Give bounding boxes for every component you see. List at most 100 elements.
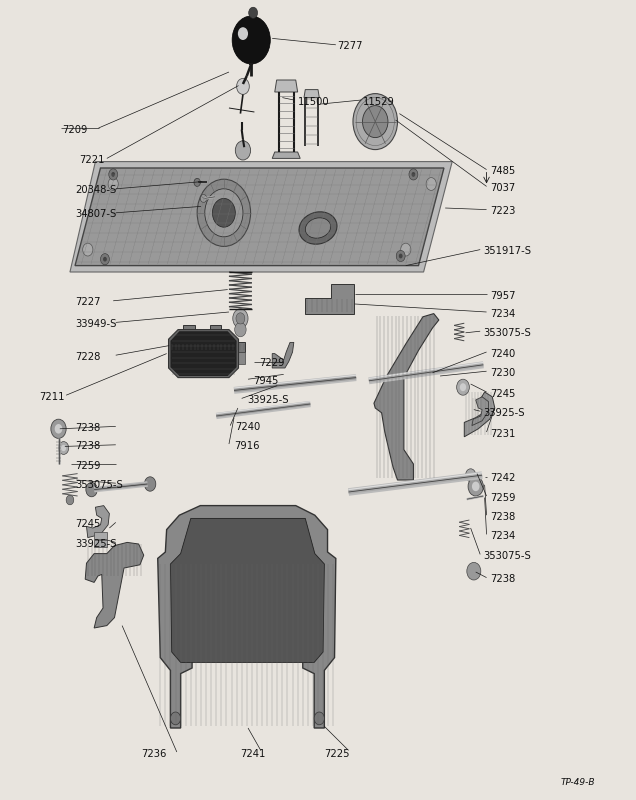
Polygon shape [234, 352, 245, 364]
Polygon shape [94, 532, 107, 539]
Circle shape [466, 469, 476, 482]
Circle shape [238, 27, 248, 40]
Circle shape [109, 169, 118, 180]
Circle shape [235, 141, 251, 160]
Circle shape [426, 178, 436, 190]
Polygon shape [85, 542, 144, 628]
Text: 7231: 7231 [490, 429, 515, 438]
Circle shape [314, 712, 324, 725]
Circle shape [249, 7, 258, 18]
Text: 353075-S: 353075-S [483, 328, 531, 338]
Circle shape [460, 383, 466, 391]
Circle shape [194, 178, 200, 186]
Polygon shape [374, 314, 439, 480]
Text: 7227: 7227 [75, 298, 100, 307]
Circle shape [200, 194, 207, 202]
Text: 7916: 7916 [234, 441, 259, 450]
Text: 7945: 7945 [253, 376, 279, 386]
Text: 351917-S: 351917-S [483, 246, 531, 256]
Text: TP-49-B: TP-49-B [560, 778, 595, 787]
Text: 353075-S: 353075-S [75, 480, 123, 490]
Text: 7240: 7240 [235, 422, 261, 432]
Text: 7037: 7037 [490, 183, 515, 193]
Ellipse shape [305, 218, 331, 238]
Circle shape [197, 179, 251, 246]
Circle shape [212, 198, 235, 227]
Text: 11529: 11529 [363, 98, 394, 107]
Circle shape [86, 482, 97, 497]
Circle shape [457, 379, 469, 395]
Text: 7228: 7228 [75, 352, 100, 362]
Circle shape [399, 254, 403, 258]
Polygon shape [272, 342, 294, 368]
Text: 7211: 7211 [39, 392, 65, 402]
Ellipse shape [299, 212, 337, 244]
Text: 7259: 7259 [75, 461, 100, 470]
Polygon shape [70, 162, 452, 272]
Text: 7277: 7277 [337, 42, 363, 51]
Text: 7238: 7238 [75, 442, 100, 451]
Polygon shape [170, 352, 181, 364]
Circle shape [401, 243, 411, 256]
Polygon shape [75, 168, 444, 266]
Text: 7245: 7245 [75, 519, 100, 529]
Circle shape [61, 445, 66, 451]
Polygon shape [272, 152, 300, 158]
Text: 353075-S: 353075-S [483, 551, 531, 561]
Text: 7238: 7238 [75, 423, 100, 433]
Polygon shape [86, 506, 109, 538]
Circle shape [467, 562, 481, 580]
Text: 7240: 7240 [490, 349, 515, 358]
Text: 20348-S: 20348-S [75, 186, 116, 195]
Text: 7236: 7236 [141, 749, 167, 758]
Circle shape [233, 309, 248, 328]
Polygon shape [170, 331, 237, 376]
Polygon shape [275, 80, 298, 92]
Text: 7229: 7229 [259, 358, 285, 368]
Text: 7242: 7242 [490, 474, 515, 483]
Polygon shape [158, 506, 336, 728]
Circle shape [409, 169, 418, 180]
Text: 7223: 7223 [490, 206, 515, 216]
Circle shape [103, 257, 107, 262]
Circle shape [51, 419, 66, 438]
Polygon shape [170, 325, 245, 352]
Text: 7234: 7234 [490, 531, 515, 541]
Text: 7238: 7238 [490, 512, 515, 522]
Text: 7238: 7238 [490, 574, 515, 584]
Text: 7209: 7209 [62, 125, 88, 134]
Circle shape [205, 189, 243, 237]
Circle shape [236, 313, 245, 324]
Text: 11500: 11500 [298, 98, 329, 107]
Text: 7225: 7225 [324, 749, 350, 758]
Circle shape [108, 178, 118, 190]
Circle shape [100, 254, 109, 265]
Text: 33949-S: 33949-S [75, 319, 116, 329]
Circle shape [232, 16, 270, 64]
Circle shape [111, 172, 115, 177]
Circle shape [170, 712, 181, 725]
Text: 7259: 7259 [490, 493, 515, 502]
Text: 33925-S: 33925-S [75, 539, 116, 549]
Text: 33925-S: 33925-S [483, 408, 525, 418]
Text: 7957: 7957 [490, 291, 515, 301]
Circle shape [144, 477, 156, 491]
Circle shape [66, 495, 74, 505]
Circle shape [472, 482, 480, 491]
Polygon shape [94, 540, 107, 547]
Text: 7234: 7234 [490, 309, 515, 318]
Circle shape [363, 106, 388, 138]
Circle shape [411, 172, 415, 177]
Text: 7245: 7245 [490, 389, 515, 398]
Circle shape [235, 322, 246, 337]
Circle shape [468, 477, 483, 496]
Circle shape [59, 442, 69, 454]
Polygon shape [170, 518, 324, 662]
Circle shape [353, 94, 398, 150]
Text: 7485: 7485 [490, 166, 515, 176]
Polygon shape [169, 330, 238, 378]
Circle shape [237, 78, 249, 94]
Text: 7241: 7241 [240, 749, 266, 758]
Text: 7221: 7221 [80, 155, 105, 165]
Polygon shape [305, 284, 354, 314]
